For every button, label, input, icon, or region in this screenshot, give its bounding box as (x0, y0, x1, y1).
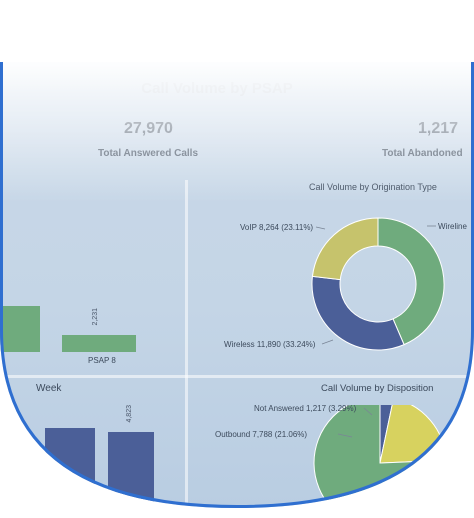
leader-line-outbound (338, 434, 352, 437)
leader-line-voip (316, 227, 325, 229)
leader-line-not-answered (364, 408, 372, 415)
leader-line-wireless (322, 340, 333, 344)
